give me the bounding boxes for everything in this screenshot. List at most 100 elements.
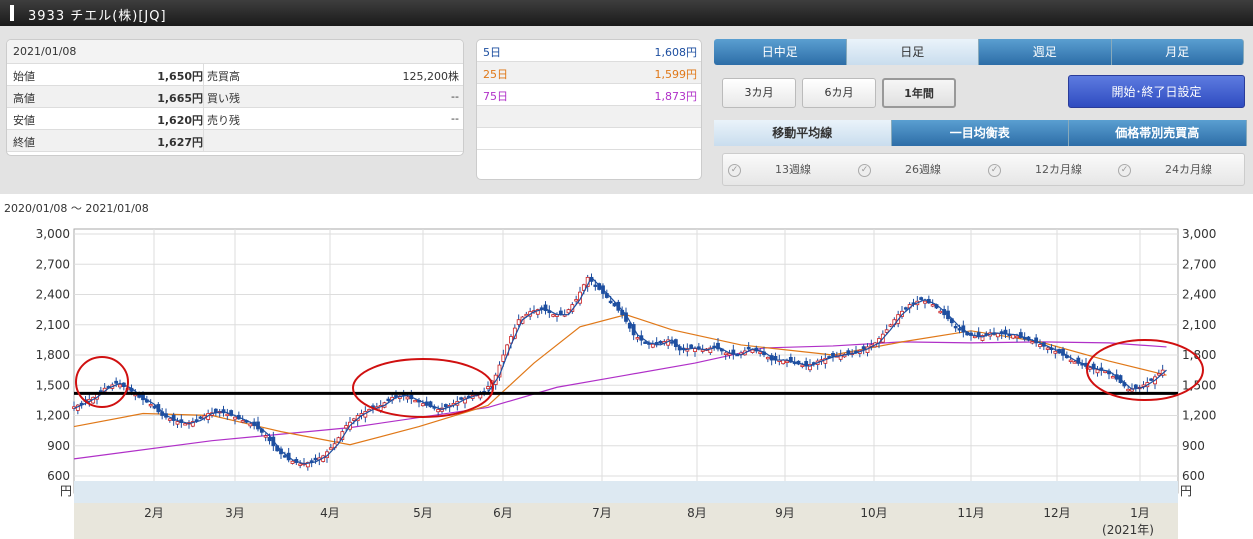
candle-body	[386, 398, 391, 401]
candle-body	[1068, 359, 1073, 362]
candle-body	[551, 314, 556, 317]
candle-body	[650, 343, 655, 348]
candle-body	[336, 437, 341, 443]
y-tick-right: 2,700	[1182, 257, 1216, 271]
y-unit-right: 円	[1180, 484, 1192, 498]
candle-body	[972, 335, 977, 339]
candle-body	[282, 455, 287, 458]
title-bar: 3933 チエル(株)[JQ]	[0, 0, 1253, 26]
candle-body	[708, 347, 713, 353]
candle-body	[627, 322, 632, 329]
candle-body	[1133, 384, 1138, 389]
candle-body	[1072, 361, 1077, 364]
x-tick-label: 2月	[144, 506, 164, 520]
y-tick-right: 2,400	[1182, 288, 1216, 302]
set-date-button[interactable]: 開始･終了日設定	[1068, 75, 1245, 108]
check-icon: ✓	[858, 163, 871, 177]
ma-line-toggle[interactable]: ✓ 12カ月線	[988, 153, 1114, 186]
ma-value: 1,599円	[654, 68, 698, 81]
candle-body	[804, 361, 809, 367]
y-unit-left: 円	[60, 484, 72, 498]
quote-row: 安値 1,620円 売り残 --	[7, 108, 463, 130]
candle-body	[175, 421, 180, 425]
candle-body	[190, 421, 195, 427]
candle-body	[543, 304, 548, 312]
quote-label: 高値	[13, 92, 35, 105]
quote-value: --	[451, 112, 459, 125]
candle-body	[1095, 369, 1100, 374]
candle-body	[930, 304, 935, 307]
highlight-ellipse	[352, 358, 494, 418]
quote-value: --	[451, 90, 459, 103]
ma-line-label: 24カ月線	[1165, 163, 1212, 176]
candle-body	[405, 396, 410, 400]
range-button[interactable]: 1年間	[882, 78, 956, 108]
ma-empty-row	[477, 128, 701, 150]
candle-body	[1030, 341, 1035, 344]
ma-value: 1,873円	[654, 90, 698, 103]
candle-body	[938, 310, 943, 314]
period-tab[interactable]: 週足	[979, 39, 1112, 65]
candle-body	[1011, 334, 1016, 339]
ma25-line	[73, 314, 1167, 446]
candle-body	[535, 309, 540, 315]
ma-line-toggle[interactable]: ✓ 24カ月線	[1118, 153, 1244, 186]
candle-body	[1103, 370, 1108, 374]
quote-value: 1,627円	[157, 136, 203, 149]
candle-body	[808, 364, 812, 371]
indicator-tab[interactable]: 移動平均線	[714, 120, 892, 146]
ma-line-toggle[interactable]: ✓ 13週線	[728, 153, 854, 186]
ma-line-label: 26週線	[905, 163, 941, 176]
candle-body	[716, 342, 720, 350]
quote-value: 1,650円	[157, 70, 203, 83]
highlight-ellipse	[75, 356, 129, 408]
candle-body	[524, 313, 529, 317]
candle-body	[1156, 373, 1161, 376]
candle-body	[233, 416, 237, 420]
ma-line-label: 13週線	[775, 163, 811, 176]
x-tick-label: 12月	[1043, 506, 1070, 520]
x-tick-label: 5月	[413, 506, 433, 520]
moving-average-panel: 5日 1,608円 25日 1,599円 75日 1,873円	[476, 39, 702, 180]
period-tab[interactable]: 月足	[1111, 39, 1244, 65]
y-tick-left: 2,700	[36, 257, 70, 271]
quote-label: 売買高	[207, 70, 240, 83]
quote-label: 買い残	[207, 92, 240, 105]
column-divider	[203, 86, 204, 108]
y-tick-left: 3,000	[36, 227, 70, 241]
period-tab[interactable]: 日足	[846, 39, 979, 65]
candle-body	[758, 351, 763, 354]
period-tab[interactable]: 日中足	[714, 39, 847, 65]
x-tick-label: 4月	[320, 506, 340, 520]
candle-body	[957, 328, 962, 331]
ma-line-label: 12カ月線	[1035, 163, 1082, 176]
candle-body	[903, 307, 908, 310]
range-button[interactable]: 3カ月	[722, 78, 796, 108]
check-icon: ✓	[728, 163, 741, 177]
candle-body	[152, 405, 157, 409]
year-label: (2021年)	[1102, 523, 1154, 537]
quote-label: 終値	[13, 136, 35, 149]
indicator-tab[interactable]: 一目均衡表	[891, 120, 1069, 146]
candle-body	[643, 341, 648, 344]
ma-value: 1,608円	[654, 46, 698, 59]
candle-body	[240, 420, 245, 423]
candle-body	[888, 324, 893, 327]
candle-body	[731, 349, 736, 355]
candle-body	[516, 319, 521, 325]
quote-row: 高値 1,665円 買い残 --	[7, 86, 463, 108]
candle-body	[436, 409, 441, 413]
candle-body	[420, 403, 425, 407]
candle-body	[313, 457, 318, 461]
indicator-tab[interactable]: 価格帯別売買高	[1069, 120, 1247, 146]
x-tick-label: 6月	[493, 506, 513, 520]
ma-row: 5日 1,608円	[477, 40, 701, 62]
ma-line-box	[722, 153, 1245, 186]
candle-body	[658, 340, 663, 344]
candle-body	[443, 404, 448, 408]
ma-line-toggle[interactable]: ✓ 26週線	[858, 153, 984, 186]
range-button[interactable]: 6カ月	[802, 78, 876, 108]
quote-label: 始値	[13, 70, 35, 83]
y-tick-right: 900	[1182, 439, 1205, 453]
ma-label: 75日	[483, 90, 508, 103]
